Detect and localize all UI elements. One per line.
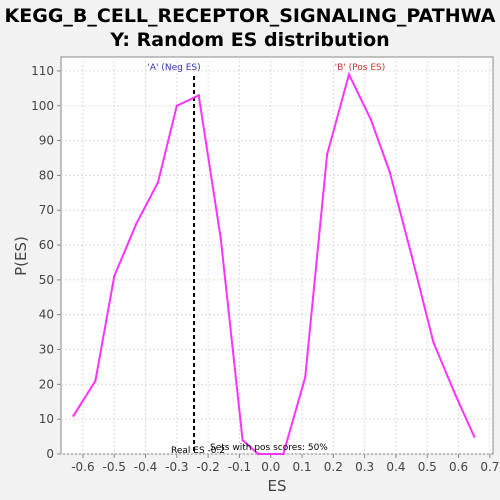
x-tick-label: 0.1 bbox=[292, 460, 311, 474]
x-tick-label: 0.5 bbox=[418, 460, 437, 474]
y-tick-label: 100 bbox=[31, 99, 54, 113]
y-axis-label: P(ES) bbox=[12, 236, 30, 276]
plot-area bbox=[60, 56, 494, 455]
x-tick-label: -0.1 bbox=[228, 460, 251, 474]
x-axis-ticks: -0.6 -0.5 -0.4 -0.3 -0.2 -0.1 0.0 0.1 0.2 0.3 0.4 0… bbox=[71, 454, 499, 474]
y-tick-label: 20 bbox=[39, 377, 54, 391]
data-point bbox=[94, 379, 97, 383]
data-point bbox=[156, 181, 160, 184]
chart-title-line1: KEGG_B_CELL_RECEPTOR_SIGNALING_PATHWA bbox=[5, 5, 496, 27]
y-tick-label: 40 bbox=[39, 308, 54, 322]
data-point bbox=[175, 104, 179, 107]
neg-es-label: 'A' (Neg ES) bbox=[147, 63, 200, 73]
x-tick-label: 0.2 bbox=[324, 460, 343, 474]
y-tick-label: 0 bbox=[46, 447, 54, 461]
data-point bbox=[72, 414, 75, 417]
x-tick-label: -0.5 bbox=[103, 460, 126, 474]
data-point bbox=[113, 275, 116, 278]
y-tick-label: 60 bbox=[39, 238, 54, 252]
x-axis-label: ES bbox=[268, 477, 287, 495]
x-tick-label: -0.3 bbox=[165, 460, 188, 474]
x-tick-label: -0.4 bbox=[134, 460, 157, 474]
data-point bbox=[410, 254, 413, 257]
chart-title-line2: Y: Random ES distribution bbox=[109, 29, 389, 51]
data-point bbox=[347, 73, 351, 76]
data-point bbox=[473, 435, 476, 438]
data-point bbox=[388, 170, 391, 174]
data-point bbox=[257, 452, 260, 456]
real-es-text: Real ES -0.2 bbox=[171, 446, 225, 456]
series-points bbox=[72, 73, 476, 456]
data-point bbox=[325, 153, 329, 156]
y-tick-label: 110 bbox=[31, 64, 54, 78]
data-point bbox=[241, 438, 244, 442]
pos-es-label: 'B' (Pos ES) bbox=[335, 63, 386, 73]
data-point bbox=[303, 376, 307, 379]
y-tick-label: 80 bbox=[39, 168, 54, 182]
x-tick-label: 0.3 bbox=[355, 460, 374, 474]
series-line bbox=[72, 71, 476, 455]
x-tick-label: -0.6 bbox=[71, 460, 94, 474]
data-point bbox=[432, 341, 435, 344]
x-tick-label: 0.0 bbox=[261, 460, 280, 474]
data-point bbox=[454, 393, 457, 396]
data-point bbox=[369, 118, 373, 121]
grid-lines bbox=[61, 57, 493, 455]
x-tick-label: 0.6 bbox=[449, 460, 468, 474]
data-point bbox=[282, 452, 285, 456]
y-tick-label: 10 bbox=[39, 412, 54, 426]
y-tick-label: 30 bbox=[39, 343, 54, 357]
y-tick-label: 90 bbox=[39, 134, 54, 148]
sets-pos-scores-text: Sets with pos scores: 50% bbox=[210, 443, 328, 453]
x-tick-label: -0.2 bbox=[196, 460, 219, 474]
data-point bbox=[219, 236, 222, 240]
y-tick-label: 70 bbox=[39, 203, 54, 217]
data-point bbox=[134, 222, 138, 226]
y-tick-label: 50 bbox=[39, 273, 54, 287]
data-point bbox=[197, 94, 200, 97]
x-tick-label: 0.4 bbox=[386, 460, 405, 474]
x-tick-label: 0.7 bbox=[480, 460, 499, 474]
y-axis-ticks: 0 10 20 30 40 50 60 70 80 90 100 110 bbox=[31, 64, 61, 461]
